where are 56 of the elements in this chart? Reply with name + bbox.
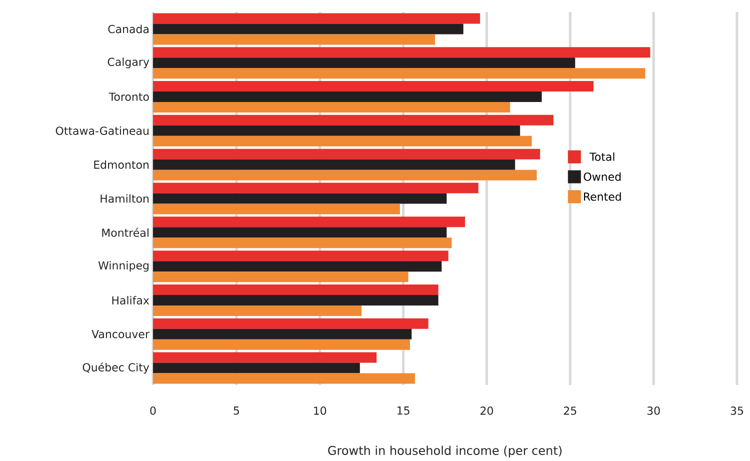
x-tick-label: 5 (234, 406, 239, 415)
bar (153, 58, 576, 68)
bar (153, 81, 594, 92)
bar (153, 339, 410, 350)
bar (153, 13, 480, 24)
bar (153, 204, 400, 214)
bar (153, 352, 377, 363)
bar (153, 238, 452, 248)
bar (153, 272, 408, 282)
bar (153, 136, 532, 146)
legend-label: Rented (584, 192, 621, 201)
bar (153, 373, 415, 384)
y-tick-label: Calgary (108, 58, 150, 68)
y-tick-label: Ottawa-Gatineau (56, 126, 148, 135)
x-tick-label: 10 (314, 406, 326, 415)
bar (153, 227, 447, 238)
bar (153, 250, 448, 262)
bar (153, 125, 520, 136)
bar (153, 34, 435, 45)
y-tick-label: Winnipeg (98, 261, 148, 272)
y-tick-label: Halifax (112, 296, 150, 304)
x-tick-label: 25 (564, 406, 576, 415)
bar (153, 47, 650, 58)
bar (153, 328, 412, 340)
x-tick-label: 20 (480, 406, 493, 415)
legend-label: Total (590, 152, 614, 161)
bar (153, 182, 478, 194)
bar (153, 170, 537, 180)
bar (153, 318, 428, 329)
y-tick-label: Edmonton (94, 160, 149, 169)
y-tick-label: Montréal (102, 228, 148, 237)
bar (153, 284, 438, 295)
legend-label: Owned (584, 172, 621, 181)
bar (153, 193, 447, 204)
bar (153, 68, 646, 79)
bar (153, 114, 554, 126)
bar (153, 148, 540, 160)
bar (153, 362, 360, 374)
bar (153, 92, 542, 102)
bar (153, 294, 438, 306)
x-tick-label: 15 (397, 406, 410, 415)
bar (153, 261, 442, 272)
x-tick-label: 0 (150, 406, 156, 415)
bar (153, 216, 466, 228)
x-axis-title: Growth in household income (per cent) (328, 446, 562, 458)
y-tick-label: Toronto (108, 92, 149, 101)
x-tick-label: 35 (730, 406, 744, 415)
y-tick-label: Vancouver (92, 330, 150, 338)
y-tick-label: Hamilton (100, 194, 149, 203)
y-tick-label: Québec City (82, 362, 150, 374)
bar (153, 305, 362, 316)
bar (153, 159, 516, 170)
y-tick-label: Canada (108, 24, 148, 34)
x-tick-label: 30 (647, 406, 660, 415)
bar (153, 24, 464, 34)
bar (153, 102, 510, 113)
